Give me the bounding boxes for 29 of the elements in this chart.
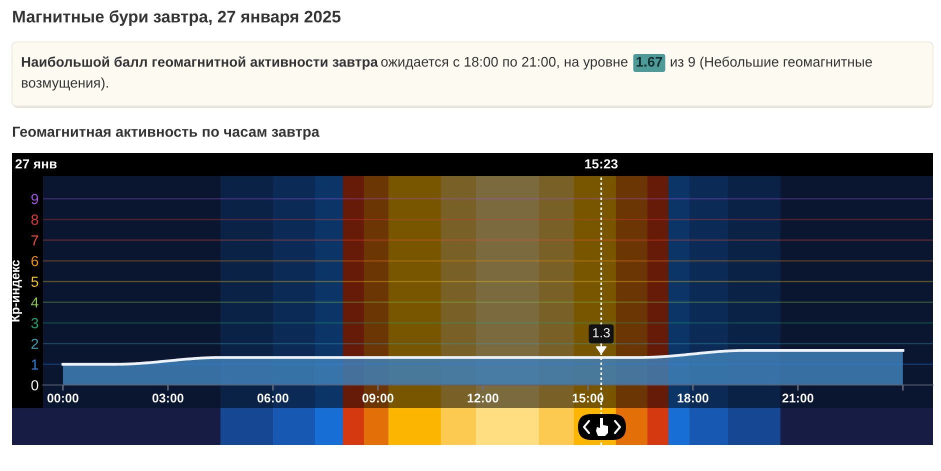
text: Наибольшой балл геомагнитной активности завтра [22,56,378,70]
x-tick-label: 12:00 [468,394,498,403]
x-tick-label: 18:00 [678,394,708,403]
text: из 9 (Небольшие геомагнитные [670,56,872,70]
text: 1.67 [636,56,662,67]
x-tick-label: 00:00 [47,394,78,403]
x-tick-label: 03:00 [152,394,184,403]
text: возмущения). [22,78,108,90]
x-tick-label: 09:00 [362,394,394,403]
y-tick-label: 5 [31,276,38,287]
y-tick-label: 1 [32,360,38,370]
y-tick-label: 3 [31,318,38,328]
y-tick-label: 2 [31,338,38,349]
y-tick-label: 8 [31,214,38,225]
text: 27 янв [15,159,57,168]
x-tick-label: 15:00 [572,394,604,403]
annotation: 1.3 [593,328,610,338]
y-tick-label: 9 [31,194,38,204]
chart-subtitle: Геомагнитная активность по часам завтра [12,126,320,140]
y-tick-label: 0 [31,380,38,390]
y-tick-label: 4 [31,297,38,308]
x-tick-label: 06:00 [257,394,288,403]
x-tick-label: 21:00 [782,394,814,403]
y-tick-label: 6 [31,256,38,266]
y-tick-label: 7 [31,235,38,246]
ref-line-label: 15:23 [585,159,618,169]
text: ожидается с 18:00 по 21:00, на уровне [381,56,628,70]
chart-title: Магнитные бури завтра, 27 января 2025 [13,10,341,26]
y-axis-title: Кр-индекс [10,260,22,322]
